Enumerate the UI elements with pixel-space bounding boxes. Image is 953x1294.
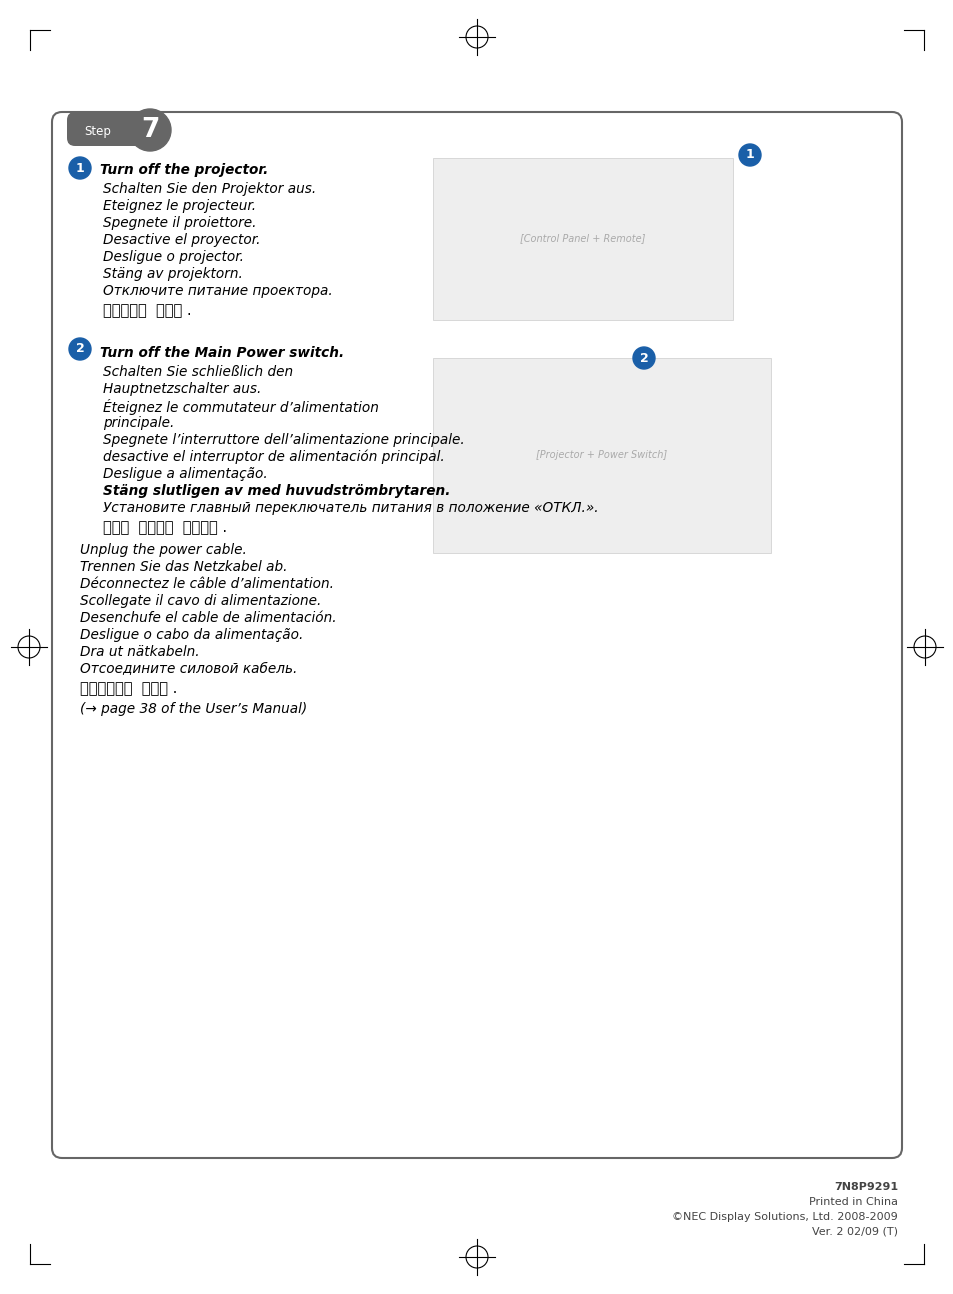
FancyBboxPatch shape [52, 113, 901, 1158]
Text: 전원케이블을  빙시오 .: 전원케이블을 빙시오 . [80, 681, 177, 696]
Text: Scollegate il cavo di alimentazione.: Scollegate il cavo di alimentazione. [80, 594, 321, 608]
Text: [Control Panel + Remote]: [Control Panel + Remote] [519, 233, 645, 243]
Text: principale.: principale. [103, 415, 174, 430]
Text: 1: 1 [75, 162, 84, 175]
Text: 프로젝터를  끌시오 .: 프로젝터를 끌시오 . [103, 303, 192, 318]
Text: Printed in China: Printed in China [808, 1197, 897, 1207]
Text: Desligue o projector.: Desligue o projector. [103, 250, 244, 264]
Text: Unplug the power cable.: Unplug the power cable. [80, 543, 247, 556]
Text: Desligue o cabo da alimentação.: Desligue o cabo da alimentação. [80, 628, 303, 642]
Circle shape [69, 338, 91, 360]
Text: Dra ut nätkabeln.: Dra ut nätkabeln. [80, 644, 199, 659]
Text: 7: 7 [141, 116, 159, 144]
Text: Desligue a alimentação.: Desligue a alimentação. [103, 467, 268, 481]
Text: Отключите питание проектора.: Отключите питание проектора. [103, 283, 333, 298]
Text: desactive el interruptor de alimentación principal.: desactive el interruptor de alimentación… [103, 450, 444, 465]
FancyBboxPatch shape [433, 358, 770, 553]
Text: Desenchufe el cable de alimentación.: Desenchufe el cable de alimentación. [80, 611, 336, 625]
Circle shape [633, 347, 655, 369]
Text: Turn off the projector.: Turn off the projector. [100, 163, 268, 177]
Text: [Projector + Power Switch]: [Projector + Power Switch] [536, 450, 667, 459]
Text: Turn off the Main Power switch.: Turn off the Main Power switch. [100, 345, 344, 360]
Text: Déconnectez le câble d’alimentation.: Déconnectez le câble d’alimentation. [80, 577, 334, 591]
Text: Ver. 2 02/09 (T): Ver. 2 02/09 (T) [811, 1227, 897, 1237]
Text: Éteignez le commutateur d’alimentation: Éteignez le commutateur d’alimentation [103, 399, 378, 415]
Text: Trennen Sie das Netzkabel ab.: Trennen Sie das Netzkabel ab. [80, 560, 287, 575]
FancyBboxPatch shape [67, 113, 159, 146]
Text: 1: 1 [745, 149, 754, 162]
Text: (→ page 38 of the User’s Manual): (→ page 38 of the User’s Manual) [80, 703, 307, 716]
Circle shape [69, 157, 91, 179]
Text: Spegnete l’interruttore dell’alimentazione principale.: Spegnete l’interruttore dell’alimentazio… [103, 433, 464, 446]
Text: Step: Step [84, 124, 111, 137]
Text: 주전원  스위치를  끌시시오 .: 주전원 스위치를 끌시시오 . [103, 520, 227, 534]
Circle shape [129, 109, 171, 151]
Text: ©NEC Display Solutions, Ltd. 2008-2009: ©NEC Display Solutions, Ltd. 2008-2009 [672, 1212, 897, 1222]
Text: Schalten Sie den Projektor aus.: Schalten Sie den Projektor aus. [103, 182, 315, 195]
Text: Eteignez le projecteur.: Eteignez le projecteur. [103, 199, 255, 214]
Text: Spegnete il proiettore.: Spegnete il proiettore. [103, 216, 256, 230]
Text: 2: 2 [75, 343, 84, 356]
Text: Отсоедините силовой кабель.: Отсоедините силовой кабель. [80, 663, 297, 675]
Text: Desactive el proyector.: Desactive el proyector. [103, 233, 260, 247]
Text: Stäng av projektorn.: Stäng av projektorn. [103, 267, 243, 281]
Text: Stäng slutligen av med huvudströmbrytaren.: Stäng slutligen av med huvudströmbrytare… [103, 484, 450, 498]
Text: Schalten Sie schließlich den: Schalten Sie schließlich den [103, 365, 293, 379]
FancyBboxPatch shape [433, 158, 732, 320]
Text: 2: 2 [639, 352, 648, 365]
Text: 7N8P9291: 7N8P9291 [833, 1181, 897, 1192]
Circle shape [739, 144, 760, 166]
Text: Установите главный переключатель питания в положение «ОТКЛ.».: Установите главный переключатель питания… [103, 501, 598, 515]
Text: Hauptnetzschalter aus.: Hauptnetzschalter aus. [103, 382, 261, 396]
